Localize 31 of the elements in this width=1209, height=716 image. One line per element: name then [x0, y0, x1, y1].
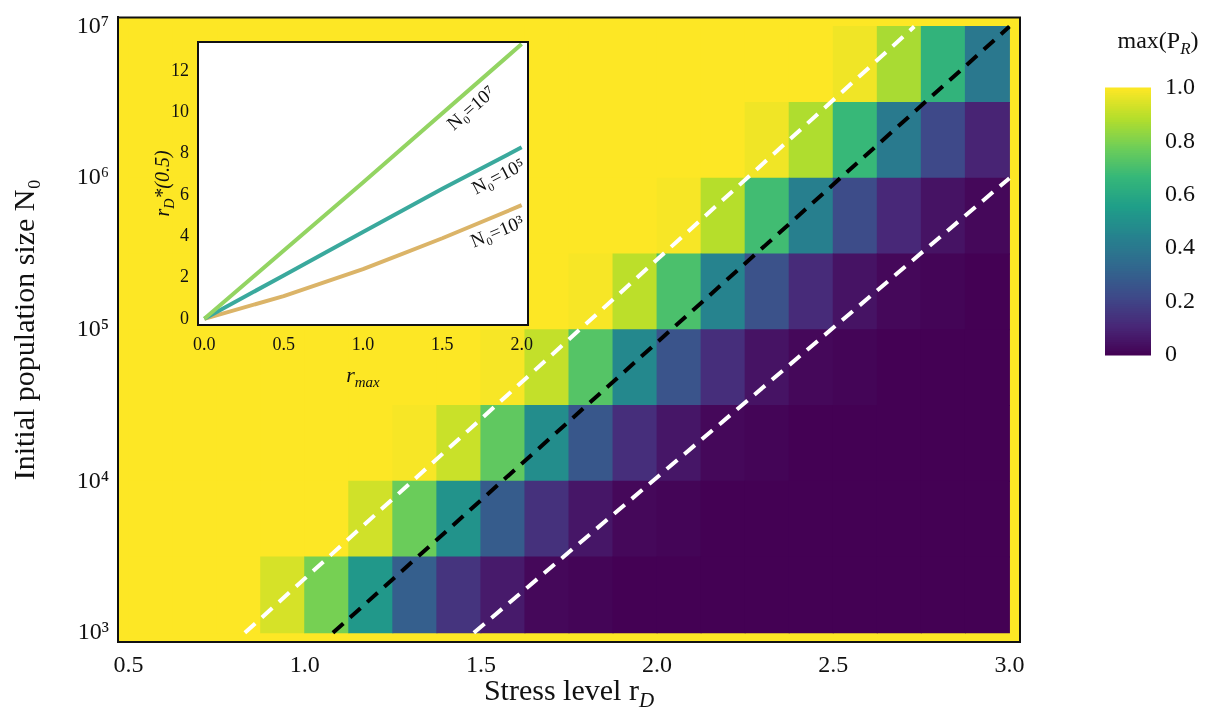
x-tick-label: 2.5 — [818, 650, 849, 677]
y-tick-label: 10 — [171, 100, 189, 121]
x-tick-label: 0.0 — [193, 333, 216, 354]
x-tick-label: 0.5 — [113, 650, 144, 677]
y-axis-title: Initial population size N₀ — [6, 179, 40, 481]
y-axis-title: rD*(0.5) — [151, 150, 177, 217]
y-tick-label: 4 — [180, 224, 189, 245]
x-tick-label: 1.5 — [431, 333, 454, 354]
y-tick-label: 8 — [180, 142, 189, 163]
color-bar-label: 0 — [1165, 340, 1177, 367]
x-tick-label: 2.0 — [642, 650, 673, 677]
color-bar-label: 0.2 — [1165, 286, 1195, 313]
color-bar-label: 0.4 — [1165, 233, 1195, 260]
y-tick-label: 10⁷ — [76, 11, 109, 38]
color-bar-label: 0.6 — [1165, 180, 1195, 207]
x-tick-label: 2.0 — [510, 333, 533, 354]
x-tick-label: 1.0 — [289, 650, 320, 677]
y-tick-label: 6 — [180, 183, 189, 204]
y-tick-label: 10⁶ — [76, 163, 109, 190]
color-bar-label: 0.8 — [1165, 126, 1195, 153]
y-tick-label: 10⁵ — [76, 315, 109, 342]
y-tick-label: 10⁴ — [76, 466, 109, 493]
x-tick-label: 1.0 — [351, 333, 375, 354]
color-bar-label: 1.0 — [1165, 73, 1195, 100]
x-tick-label: 0.5 — [272, 333, 295, 354]
y-tick-label: 0 — [180, 307, 189, 328]
y-tick-label: 12 — [171, 59, 189, 80]
y-tick-label: 10³ — [77, 618, 109, 645]
x-tick-label: 1.5 — [465, 650, 496, 677]
x-tick-label: 3.0 — [994, 650, 1025, 677]
y-tick-label: 2 — [180, 266, 189, 287]
